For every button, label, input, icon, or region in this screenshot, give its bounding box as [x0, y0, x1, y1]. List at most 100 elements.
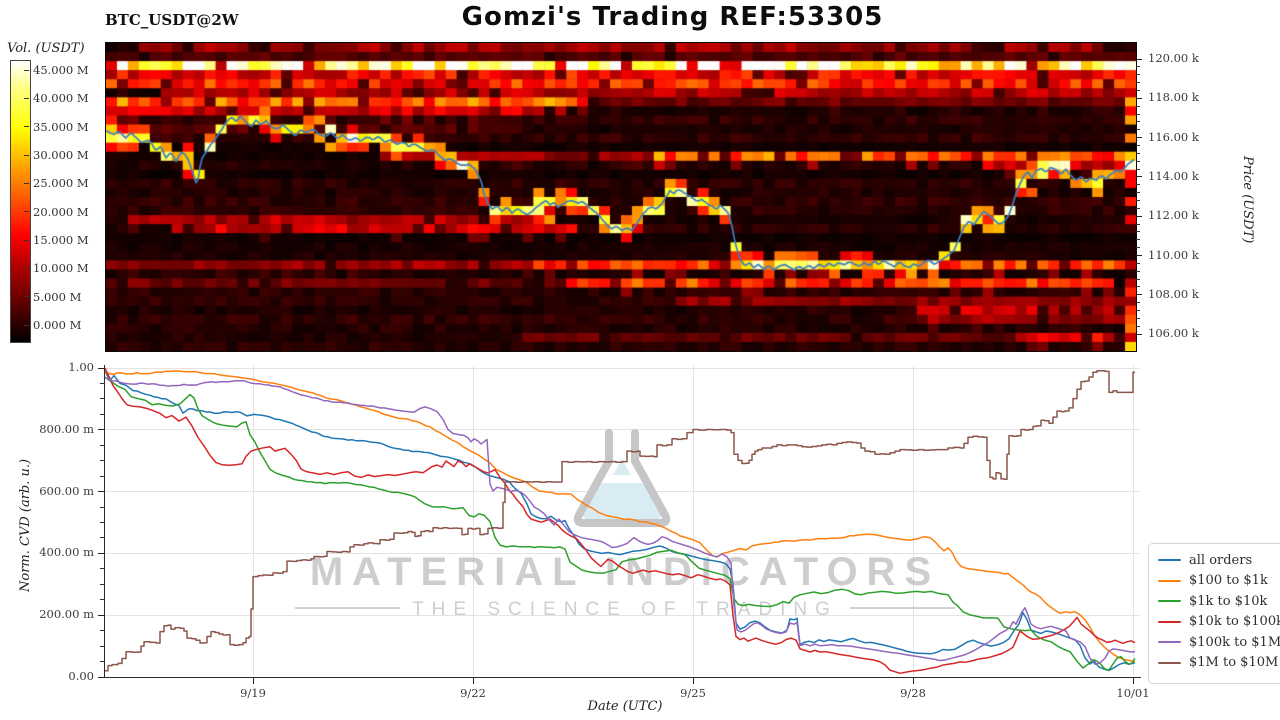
price-tick-label: 120.00 k [1148, 51, 1199, 65]
cvd-y-tick-label: 400.00 m [39, 545, 94, 560]
legend-label: $1M to $10M [1189, 655, 1279, 671]
price-major-tick [1136, 58, 1142, 60]
colorbar-tick [24, 239, 29, 241]
price-minor-tick [1136, 129, 1140, 131]
cvd-x-tick [472, 678, 474, 684]
colorbar-tick [24, 267, 29, 269]
price-minor-tick [1136, 270, 1140, 272]
legend-line-swatch [1158, 641, 1181, 644]
cvd-y-major-tick [98, 367, 104, 369]
symbol-label: BTC_USDT@2W [105, 11, 239, 29]
colorbar-tick [24, 154, 29, 156]
cvd-y-minor-tick [100, 475, 104, 477]
price-minor-tick [1136, 89, 1140, 91]
cvd-y-minor-tick [100, 630, 104, 632]
cvd-y-major-tick [98, 552, 104, 554]
price-minor-tick [1136, 325, 1140, 327]
price-minor-tick [1136, 152, 1140, 154]
cvd-x-tick-label: 9/22 [460, 686, 486, 700]
cvd-y-minor-tick [100, 645, 104, 647]
price-minor-tick [1136, 74, 1140, 76]
colorbar-tick [24, 182, 29, 184]
price-minor-tick [1136, 310, 1140, 312]
price-tick-label: 112.00 k [1148, 208, 1199, 223]
cvd-series--1m-to-10m [105, 370, 1135, 672]
cvd-x-tick [912, 678, 914, 684]
cvd-y-minor-tick [100, 568, 104, 570]
colorbar-tick-label: 0.000 M [33, 318, 82, 332]
legend-line-swatch [1158, 620, 1181, 623]
price-minor-tick [1136, 231, 1140, 233]
price-minor-tick [1136, 302, 1140, 304]
cvd-y-tick-label: 800.00 m [39, 421, 94, 436]
cvd-series--10k-to-100k [104, 367, 1136, 675]
cvd-y-minor-tick [100, 460, 104, 462]
cvd-x-tick [252, 678, 254, 684]
colorbar-tick [24, 296, 29, 298]
cvd-y-major-tick [98, 676, 104, 678]
legend-item: $100k to $1M [1149, 632, 1280, 653]
cvd-y-tick-label: 200.00 m [39, 607, 94, 622]
price-minor-tick [1136, 278, 1140, 280]
cvd-y-major-tick [98, 429, 104, 431]
cvd-y-tick-label: 1.00 [68, 360, 94, 374]
price-minor-tick [1136, 184, 1140, 186]
price-minor-tick [1136, 199, 1140, 201]
cvd-y-minor-tick [100, 537, 104, 539]
legend-item: $1M to $10M [1149, 653, 1280, 674]
colorbar-label: Vol. (USDT) [7, 41, 85, 56]
gridline-horizontal [105, 367, 1140, 369]
legend: all orders $100 to $1k $1k to $10k $10k to … [1148, 543, 1280, 684]
gridline-vertical [912, 366, 914, 677]
price-major-tick [1136, 255, 1142, 256]
price-minor-tick [1136, 192, 1140, 194]
legend-label: $100k to $1M [1189, 634, 1280, 650]
page-title: Gomzi's Trading REF:53305 [461, 2, 884, 32]
price-major-tick [1136, 176, 1142, 178]
cvd-y-minor-tick [100, 444, 104, 446]
cvd-y-minor-tick [100, 382, 104, 384]
legend-line-swatch [1158, 579, 1181, 582]
price-minor-tick [1136, 262, 1140, 264]
cvd-x-tick-label: 9/19 [240, 686, 266, 700]
cvd-x-tick [1132, 678, 1134, 684]
cvd-x-tick-label: 9/28 [900, 686, 926, 700]
cvd-y-minor-tick [100, 661, 104, 663]
price-minor-tick [1136, 105, 1140, 107]
cvd-y-major-tick [98, 491, 104, 493]
gridline-vertical [252, 366, 254, 677]
price-minor-tick [1136, 82, 1140, 84]
cvd-bottom-spine [104, 677, 1141, 679]
price-major-tick [1136, 137, 1142, 139]
cvd-x-tick-label: 9/25 [680, 686, 706, 700]
colorbar-tick [24, 69, 29, 71]
legend-item: $100 to $1k [1149, 571, 1280, 592]
cvd-y-minor-tick [100, 398, 104, 400]
legend-label: $100 to $1k [1189, 573, 1268, 589]
colorbar-tick [24, 324, 29, 326]
price-minor-tick [1136, 66, 1140, 68]
legend-item: $1k to $10k [1149, 591, 1280, 612]
cvd-series-all-orders [104, 370, 1136, 672]
price-minor-tick [1136, 286, 1140, 288]
price-minor-tick [1136, 247, 1140, 249]
price-tick-label: 110.00 k [1148, 247, 1199, 262]
colorbar-tick-label: 40.000 M [33, 91, 89, 106]
gridline-vertical [472, 366, 474, 677]
price-minor-tick [1136, 121, 1140, 123]
legend-label: all orders [1189, 552, 1253, 568]
cvd-y-axis-label: Norm. CVD (arb. u.) [18, 458, 33, 592]
cvd-x-axis-label: Date (UTC) [587, 699, 663, 714]
legend-line-swatch [1158, 559, 1181, 562]
volume-colorbar [10, 60, 31, 343]
colorbar-tick [24, 97, 29, 99]
colorbar-tick [24, 126, 29, 128]
price-minor-tick [1136, 317, 1140, 319]
price-tick-label: 106.00 k [1148, 326, 1199, 341]
cvd-y-tick-label: 0.00 [68, 669, 94, 683]
gridline-horizontal [105, 614, 1140, 616]
price-minor-tick [1136, 223, 1140, 225]
cvd-left-spine [104, 365, 106, 678]
colorbar-tick-label: 10.000 M [33, 261, 89, 276]
